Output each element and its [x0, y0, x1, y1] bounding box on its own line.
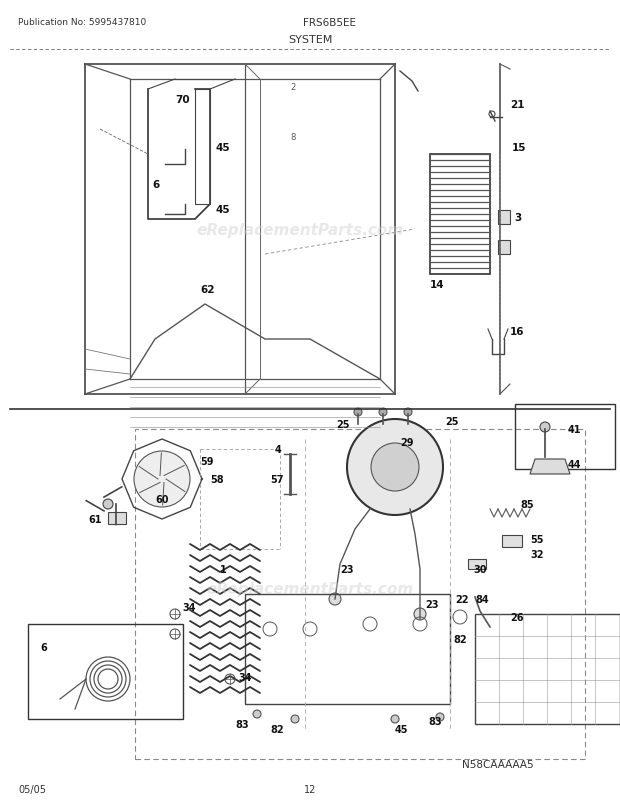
- Text: 45: 45: [216, 143, 231, 153]
- Circle shape: [391, 715, 399, 723]
- Text: Publication No: 5995437810: Publication No: 5995437810: [18, 18, 146, 27]
- Bar: [28, 624, 183, 719]
- Text: 70: 70: [175, 95, 190, 105]
- Text: SYSTEM: SYSTEM: [288, 35, 332, 45]
- Text: 2: 2: [290, 83, 295, 92]
- Text: 45: 45: [216, 205, 231, 215]
- Text: 6: 6: [152, 180, 159, 190]
- Circle shape: [253, 710, 261, 718]
- Circle shape: [103, 500, 113, 509]
- Circle shape: [354, 408, 362, 416]
- Text: 83: 83: [235, 719, 249, 729]
- Text: 82: 82: [453, 634, 467, 644]
- Circle shape: [414, 608, 426, 620]
- FancyBboxPatch shape: [502, 535, 522, 547]
- Text: eReplacementParts.com: eReplacementParts.com: [206, 581, 414, 597]
- Text: 21: 21: [510, 100, 525, 110]
- Text: 45: 45: [395, 724, 409, 734]
- FancyBboxPatch shape: [498, 241, 510, 255]
- Bar: [430, 155, 490, 274]
- Text: eReplacementParts.com: eReplacementParts.com: [197, 222, 404, 237]
- Text: 83: 83: [428, 716, 441, 726]
- Circle shape: [540, 423, 550, 432]
- Circle shape: [379, 408, 387, 416]
- Text: FRS6B5EE: FRS6B5EE: [304, 18, 356, 28]
- Text: N58CAAAAA5: N58CAAAAA5: [462, 759, 534, 769]
- Bar: [108, 512, 126, 525]
- Bar: [135, 429, 585, 759]
- Text: 12: 12: [304, 784, 316, 794]
- Circle shape: [436, 713, 444, 721]
- Text: 8: 8: [290, 133, 295, 142]
- Bar: [515, 404, 615, 469]
- Text: 62: 62: [200, 285, 215, 294]
- Circle shape: [134, 452, 190, 508]
- Circle shape: [329, 593, 341, 606]
- Text: 34: 34: [182, 602, 195, 612]
- Circle shape: [404, 408, 412, 416]
- Circle shape: [347, 419, 443, 516]
- Text: 58: 58: [210, 475, 224, 484]
- Text: 44: 44: [568, 460, 582, 469]
- Text: 05/05: 05/05: [18, 784, 46, 794]
- Circle shape: [371, 444, 419, 492]
- Text: 26: 26: [510, 612, 523, 622]
- Text: 4: 4: [275, 444, 281, 455]
- Text: 55: 55: [530, 534, 544, 545]
- Polygon shape: [530, 460, 570, 475]
- Text: 25: 25: [336, 419, 350, 429]
- Text: 59: 59: [200, 456, 213, 467]
- Text: 84: 84: [475, 594, 489, 604]
- Text: 32: 32: [530, 549, 544, 559]
- Text: 22: 22: [455, 594, 469, 604]
- Text: 61: 61: [88, 514, 102, 525]
- Text: 34: 34: [238, 672, 252, 683]
- Text: 25: 25: [445, 416, 459, 427]
- Bar: [245, 594, 450, 704]
- Text: 6: 6: [40, 642, 46, 652]
- FancyBboxPatch shape: [468, 559, 486, 569]
- Text: 29: 29: [400, 437, 414, 448]
- Text: 14: 14: [430, 280, 445, 290]
- Text: 23: 23: [340, 565, 353, 574]
- Text: 15: 15: [512, 143, 526, 153]
- Text: 41: 41: [568, 424, 582, 435]
- Text: 57: 57: [270, 475, 283, 484]
- FancyBboxPatch shape: [498, 211, 510, 225]
- Text: 60: 60: [155, 494, 169, 504]
- Text: 3: 3: [514, 213, 521, 223]
- Text: 1: 1: [220, 565, 227, 574]
- Text: 82: 82: [270, 724, 283, 734]
- Text: 85: 85: [520, 500, 534, 509]
- Text: 23: 23: [425, 599, 438, 610]
- Circle shape: [291, 715, 299, 723]
- Text: 30: 30: [473, 565, 487, 574]
- Text: 16: 16: [510, 326, 525, 337]
